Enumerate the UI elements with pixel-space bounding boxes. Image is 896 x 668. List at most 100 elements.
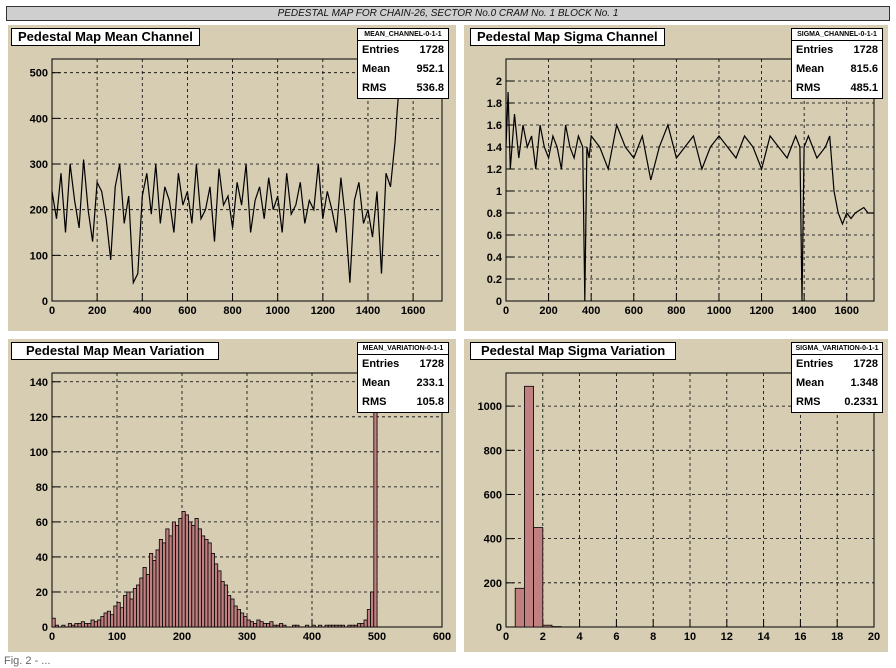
- mean-value: 815.6: [850, 63, 878, 75]
- histogram-bin: [74, 623, 79, 628]
- x-tick-label: 1000: [265, 305, 289, 317]
- histogram-bin: [162, 542, 167, 628]
- mean-label: Mean: [796, 377, 825, 389]
- histogram-bin: [266, 623, 271, 628]
- histogram-bin: [295, 624, 300, 628]
- y-tick-label: 0: [42, 622, 48, 634]
- histogram-bin: [67, 623, 72, 628]
- histogram-bin: [201, 535, 206, 628]
- stats-box: SIGMA_VARIATION-0-1-1 Entries 1728 Mean 1.…: [791, 342, 883, 413]
- mean-label: Mean: [362, 63, 391, 75]
- pad-sigma-variation: 0 2 4 6 8 10 12 14 16 18 20 0 200 400 600 800 1000 Pedes…: [464, 339, 888, 652]
- y-tick-label: 300: [30, 159, 48, 171]
- x-tick-label: 0: [503, 631, 509, 643]
- x-tick-label: 1600: [401, 305, 425, 317]
- histogram-bin: [100, 616, 105, 628]
- histogram-bin: [175, 524, 180, 628]
- stats-name: SIGMA_VARIATION-0-1-1: [792, 343, 882, 355]
- y-tick-label: 200: [30, 205, 48, 217]
- histogram-bin: [366, 609, 371, 628]
- histogram-bin: [269, 621, 274, 628]
- rms-value: 536.8: [416, 82, 444, 94]
- histogram-bin: [227, 595, 232, 628]
- y-tick-label: 0: [496, 296, 502, 308]
- entries-value: 1728: [419, 358, 444, 370]
- entries-label: Entries: [362, 44, 400, 56]
- x-tick-label: 4: [577, 631, 584, 643]
- histogram-bin: [350, 624, 355, 628]
- entries-value: 1728: [853, 358, 878, 370]
- x-tick-label: 1000: [707, 305, 731, 317]
- stats-box: MEAN_VARIATION-0-1-1 Entries 1728 Mean 233…: [357, 342, 449, 413]
- histogram-bin: [145, 573, 150, 628]
- mean-label: Mean: [362, 377, 391, 389]
- histogram-bin: [168, 535, 173, 628]
- y-tick-label: 1000: [478, 401, 502, 413]
- y-tick-label: 1.4: [487, 142, 503, 154]
- histogram-bin: [256, 619, 261, 628]
- mean-value: 952.1: [416, 63, 444, 75]
- histogram-bin: [236, 609, 241, 628]
- histogram-bin: [110, 614, 115, 628]
- entries-value: 1728: [419, 44, 444, 56]
- x-tick-label: 500: [368, 631, 386, 643]
- sigma-channel-plot: 0 200 400 600 800 1000 1200 1400 1600 0 0.2 0.4 0.6 0…: [487, 58, 875, 317]
- histogram-bin: [97, 619, 102, 628]
- x-tick-label: 14: [757, 631, 770, 643]
- panel-title: Pedestal Map Sigma Channel: [470, 28, 665, 46]
- x-tick-label: 1200: [311, 305, 335, 317]
- mean-variation-histogram: 0 100 200 300 400 500 600 0 20 40 60 80 100 120 140: [30, 372, 451, 643]
- x-tick-label: 18: [831, 631, 843, 643]
- histogram-bin: [54, 624, 59, 628]
- series-line: [505, 91, 874, 302]
- y-tick-label: 20: [36, 587, 48, 599]
- footer-caption: Fig. 2 - ...: [4, 655, 51, 667]
- histogram-bin: [305, 624, 310, 628]
- series-line: [51, 81, 401, 286]
- histogram-bin: [373, 390, 378, 628]
- histogram-bin: [184, 514, 189, 628]
- histogram-bin: [370, 591, 375, 628]
- histogram-bin: [327, 624, 332, 628]
- entries-label: Entries: [796, 44, 834, 56]
- y-tick-label: 1.8: [487, 98, 502, 110]
- x-tick-label: 0: [49, 631, 55, 643]
- histogram-bin: [318, 624, 323, 628]
- histogram-bin: [149, 552, 154, 628]
- histogram-bin: [233, 605, 238, 628]
- histogram-bin: [253, 623, 258, 628]
- histogram-bin: [230, 598, 235, 628]
- x-tick-label: 16: [794, 631, 806, 643]
- histogram-bin: [223, 584, 228, 628]
- histogram-bin: [71, 624, 76, 628]
- histogram-bin: [347, 624, 352, 628]
- x-tick-label: 400: [133, 305, 151, 317]
- y-tick-label: 0: [496, 622, 502, 634]
- histogram-bin: [272, 624, 277, 628]
- histogram-bin: [279, 623, 284, 628]
- x-tick-label: 6: [613, 631, 619, 643]
- histogram-bin: [207, 542, 212, 628]
- y-tick-label: 100: [30, 447, 48, 459]
- x-tick-label: 8: [650, 631, 656, 643]
- histogram-bin: [214, 563, 219, 628]
- histogram-bin: [514, 587, 525, 628]
- x-tick-label: 10: [684, 631, 696, 643]
- histogram-bin: [116, 602, 121, 628]
- histogram-bin: [80, 621, 85, 628]
- x-tick-label: 200: [88, 305, 106, 317]
- x-tick-label: 1400: [356, 305, 380, 317]
- stats-name: MEAN_CHANNEL-0-1-1: [358, 29, 448, 41]
- histogram-bin: [188, 521, 193, 628]
- y-tick-label: 0.4: [487, 252, 503, 264]
- entries-label: Entries: [362, 358, 400, 370]
- pad-sigma-channel: 0 200 400 600 800 1000 1200 1400 1600 0 0.2 0.4 0.6 0…: [464, 25, 888, 331]
- histogram-bin: [165, 528, 170, 628]
- histogram-bin: [194, 517, 199, 628]
- histogram-bin: [243, 616, 248, 628]
- rms-label: RMS: [796, 396, 821, 408]
- histogram-bin: [181, 510, 186, 628]
- histogram-bin: [129, 598, 134, 628]
- x-tick-label: 600: [433, 631, 451, 643]
